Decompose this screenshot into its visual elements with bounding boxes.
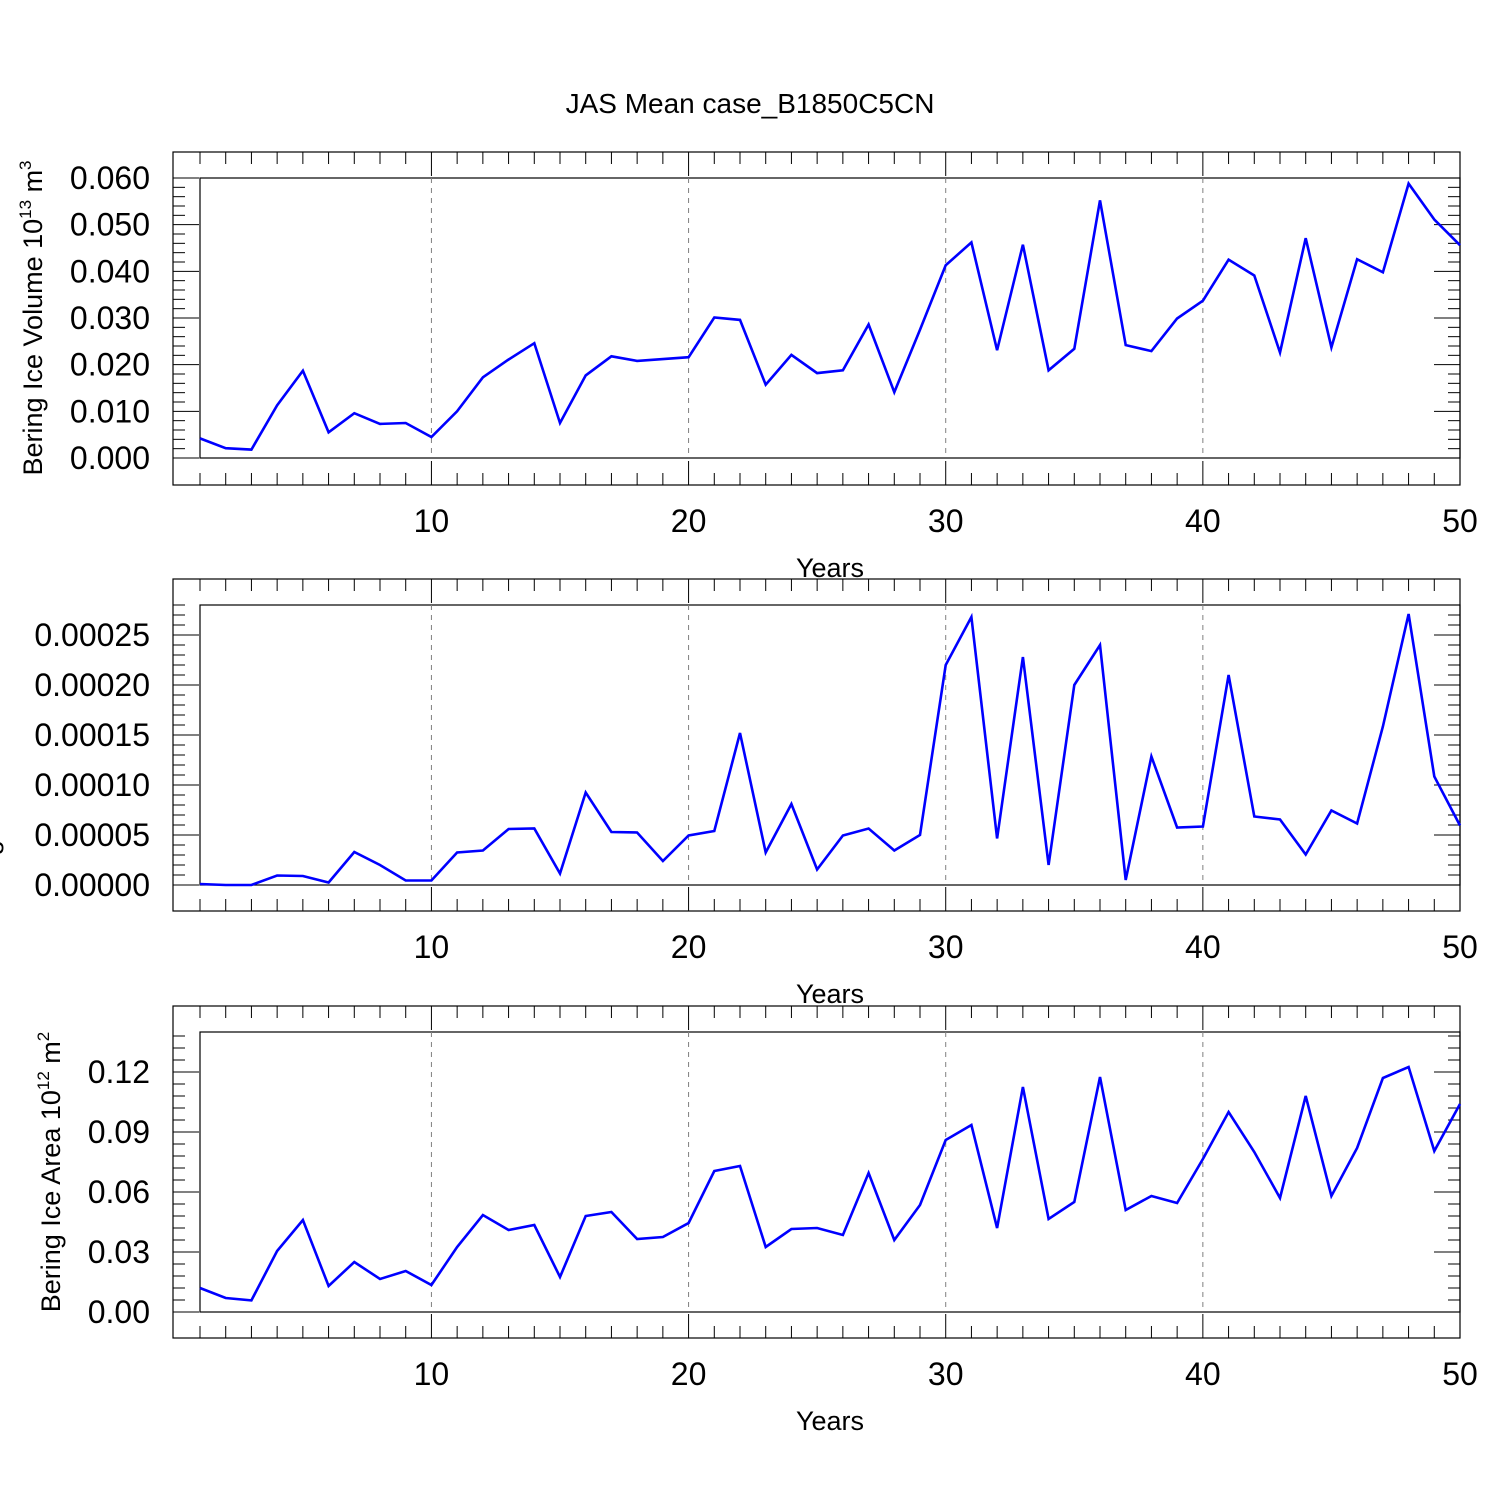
x-tick-label: 20 [671, 1356, 707, 1392]
y-tick-label: 0.03 [88, 1234, 150, 1270]
y-axis-label-exponent: 13 [16, 200, 35, 219]
y-axis-label-unit: m [18, 170, 48, 200]
y-axis-label-text: Bering Snow Volume 10 [0, 630, 4, 918]
axes-frame-outer [172, 578, 1461, 912]
y-axis-label-unit: m [36, 1041, 66, 1071]
series-line [199, 1065, 1462, 1302]
x-tick-label: 50 [1442, 929, 1478, 965]
x-tick-label: 30 [928, 929, 964, 965]
axes-frame-plot [199, 604, 1461, 886]
x-tick-label: 20 [671, 503, 707, 539]
x-axis-label: Years [796, 1406, 864, 1436]
y-tick-label: 0.010 [70, 393, 150, 429]
x-tick-label: 40 [1185, 503, 1221, 539]
x-tick-label: 40 [1185, 1356, 1221, 1392]
panel-3: 10 20 30 40 50 Years 0.00 0.03 0.06 0.09 0.12 Berin… [34, 1005, 1478, 1436]
x-tick-label: 50 [1442, 1356, 1478, 1392]
y-tick-label: 0.12 [88, 1054, 150, 1090]
axes-frame-plot [199, 1031, 1461, 1313]
y-tick-label: 0.00020 [34, 667, 150, 703]
y-axis-label: Bering Ice Volume 1013 m3 [16, 160, 48, 475]
x-tick-label: 10 [414, 503, 450, 539]
y-tick-label: 0.00000 [34, 867, 150, 903]
x-tick-label: 50 [1442, 503, 1478, 539]
y-tick-label: 0.09 [88, 1114, 150, 1150]
panel-2: 10 20 30 40 50 Years 0.00000 0.00005 0.00010 0.00… [0, 572, 1478, 1009]
y-tick-label: 0.030 [70, 300, 150, 336]
series-line [199, 180, 1461, 451]
axes-frame-outer [172, 151, 1461, 486]
axes-frame-plot [199, 177, 1461, 459]
y-axis-label-unit-exponent: 3 [16, 160, 35, 169]
y-tick-label: 0.050 [70, 207, 150, 243]
y-tick-label: 0.00025 [34, 617, 150, 653]
x-tick-label: 30 [928, 503, 964, 539]
x-tick-label: 10 [414, 929, 450, 965]
y-tick-label: 0.040 [70, 253, 150, 289]
x-tick-label: 40 [1185, 929, 1221, 965]
y-axis-label-text: Bering Ice Volume 10 [18, 219, 48, 476]
y-tick-label: 0.00010 [34, 767, 150, 803]
y-axis-label-unit-exponent: 2 [34, 1032, 53, 1041]
y-tick-label: 0.00 [88, 1294, 150, 1330]
panel-1: 10 20 30 40 50 Years 0.000 0.010 0.020 0.030 0.040… [16, 151, 1478, 583]
x-tick-label: 10 [414, 1356, 450, 1392]
x-axis-label: Years [796, 979, 864, 1009]
y-axis-label-exponent: 12 [34, 1071, 53, 1090]
x-tick-label: 30 [928, 1356, 964, 1392]
y-tick-label: 0.000 [70, 440, 150, 476]
y-axis-label-unit: m [0, 581, 4, 611]
figure-title: JAS Mean case_B1850C5CN [566, 88, 935, 119]
y-tick-label: 0.020 [70, 347, 150, 383]
y-tick-label: 0.00005 [34, 817, 150, 853]
y-axis-label: Bering Ice Area 1012 m2 [34, 1032, 66, 1313]
series-line [199, 612, 1462, 887]
y-tick-label: 0.06 [88, 1174, 150, 1210]
y-tick-label: 0.060 [70, 160, 150, 196]
x-axis-label: Years [796, 553, 864, 583]
x-tick-label: 20 [671, 929, 707, 965]
y-axis-label-text: Bering Ice Area 10 [36, 1090, 66, 1312]
y-tick-label: 0.00015 [34, 717, 150, 753]
y-axis-label: Bering Snow Volume 1013 m3 [0, 572, 4, 919]
